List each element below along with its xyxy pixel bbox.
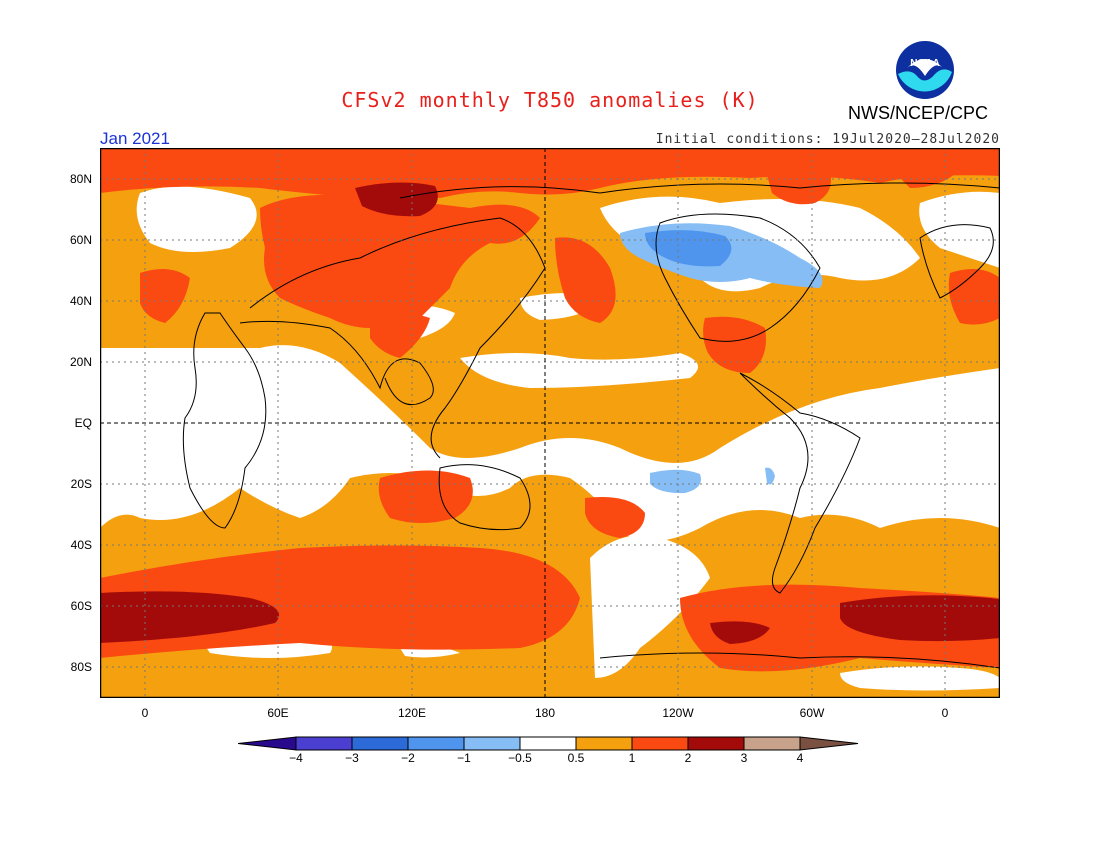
noaa-logo: NOAA <box>896 41 954 99</box>
colorbar-label: 3 <box>740 751 748 765</box>
lon-label-120e: 120E <box>397 706 427 720</box>
lat-label-60s: 60S <box>70 599 92 613</box>
colorbar-label: 2 <box>684 751 692 765</box>
colorbar-segment-7 <box>631 736 689 751</box>
lon-label-180: 180 <box>534 706 556 720</box>
colorbar-label: 4 <box>796 751 804 765</box>
lon-label-120w: 120W <box>662 706 694 720</box>
anomaly-fill-negative <box>620 223 823 494</box>
lat-label-eq: EQ <box>74 416 92 430</box>
lat-label-40n: 40N <box>69 294 92 308</box>
lat-label-80n: 80N <box>69 172 92 186</box>
colorbar <box>238 736 859 751</box>
lat-label-20n: 20N <box>69 355 92 369</box>
lon-label-60e: 60E <box>267 706 289 720</box>
initial-conditions: Initial conditions: 19Jul2020–28Jul2020 <box>655 132 1000 147</box>
colorbar-label: −1 <box>457 751 471 765</box>
lat-label-60n: 60N <box>69 233 92 247</box>
lon-label-0: 0 <box>141 706 149 720</box>
lat-label-40s: 40S <box>70 538 92 552</box>
colorbar-segment-5 <box>519 736 577 751</box>
colorbar-label: −4 <box>289 751 303 765</box>
lat-label-20s: 20S <box>70 477 92 491</box>
graticule <box>100 148 1000 698</box>
anomaly-map <box>100 148 1000 698</box>
colorbar-segment-6 <box>575 736 633 751</box>
coastlines <box>182 182 1000 669</box>
map-title: CFSv2 monthly T850 anomalies (K) <box>341 88 759 112</box>
colorbar-segment-4 <box>463 736 521 751</box>
colorbar-label: −0.5 <box>508 751 532 765</box>
colorbar-label: −2 <box>401 751 415 765</box>
colorbar-segment-9 <box>743 736 801 751</box>
lon-label-0-east: 0 <box>941 706 949 720</box>
colorbar-segment-8 <box>687 736 745 751</box>
colorbar-label: −3 <box>345 751 359 765</box>
agency-label: NWS/NCEP/CPC <box>848 103 989 123</box>
colorbar-label: 0.5 <box>567 751 585 765</box>
colorbar-segment-3 <box>407 736 465 751</box>
colorbar-label: 1 <box>628 751 636 765</box>
lon-label-60w: 60W <box>799 706 825 720</box>
colorbar-segment-2 <box>351 736 409 751</box>
lat-label-80s: 80S <box>70 660 92 674</box>
forecast-period: Jan 2021 <box>100 129 170 148</box>
colorbar-segment-0 <box>238 736 297 751</box>
equator-dateline <box>100 148 1000 698</box>
svg-text:NOAA: NOAA <box>910 58 939 69</box>
colorbar-segment-1 <box>295 736 353 751</box>
colorbar-segment-10 <box>799 736 859 751</box>
